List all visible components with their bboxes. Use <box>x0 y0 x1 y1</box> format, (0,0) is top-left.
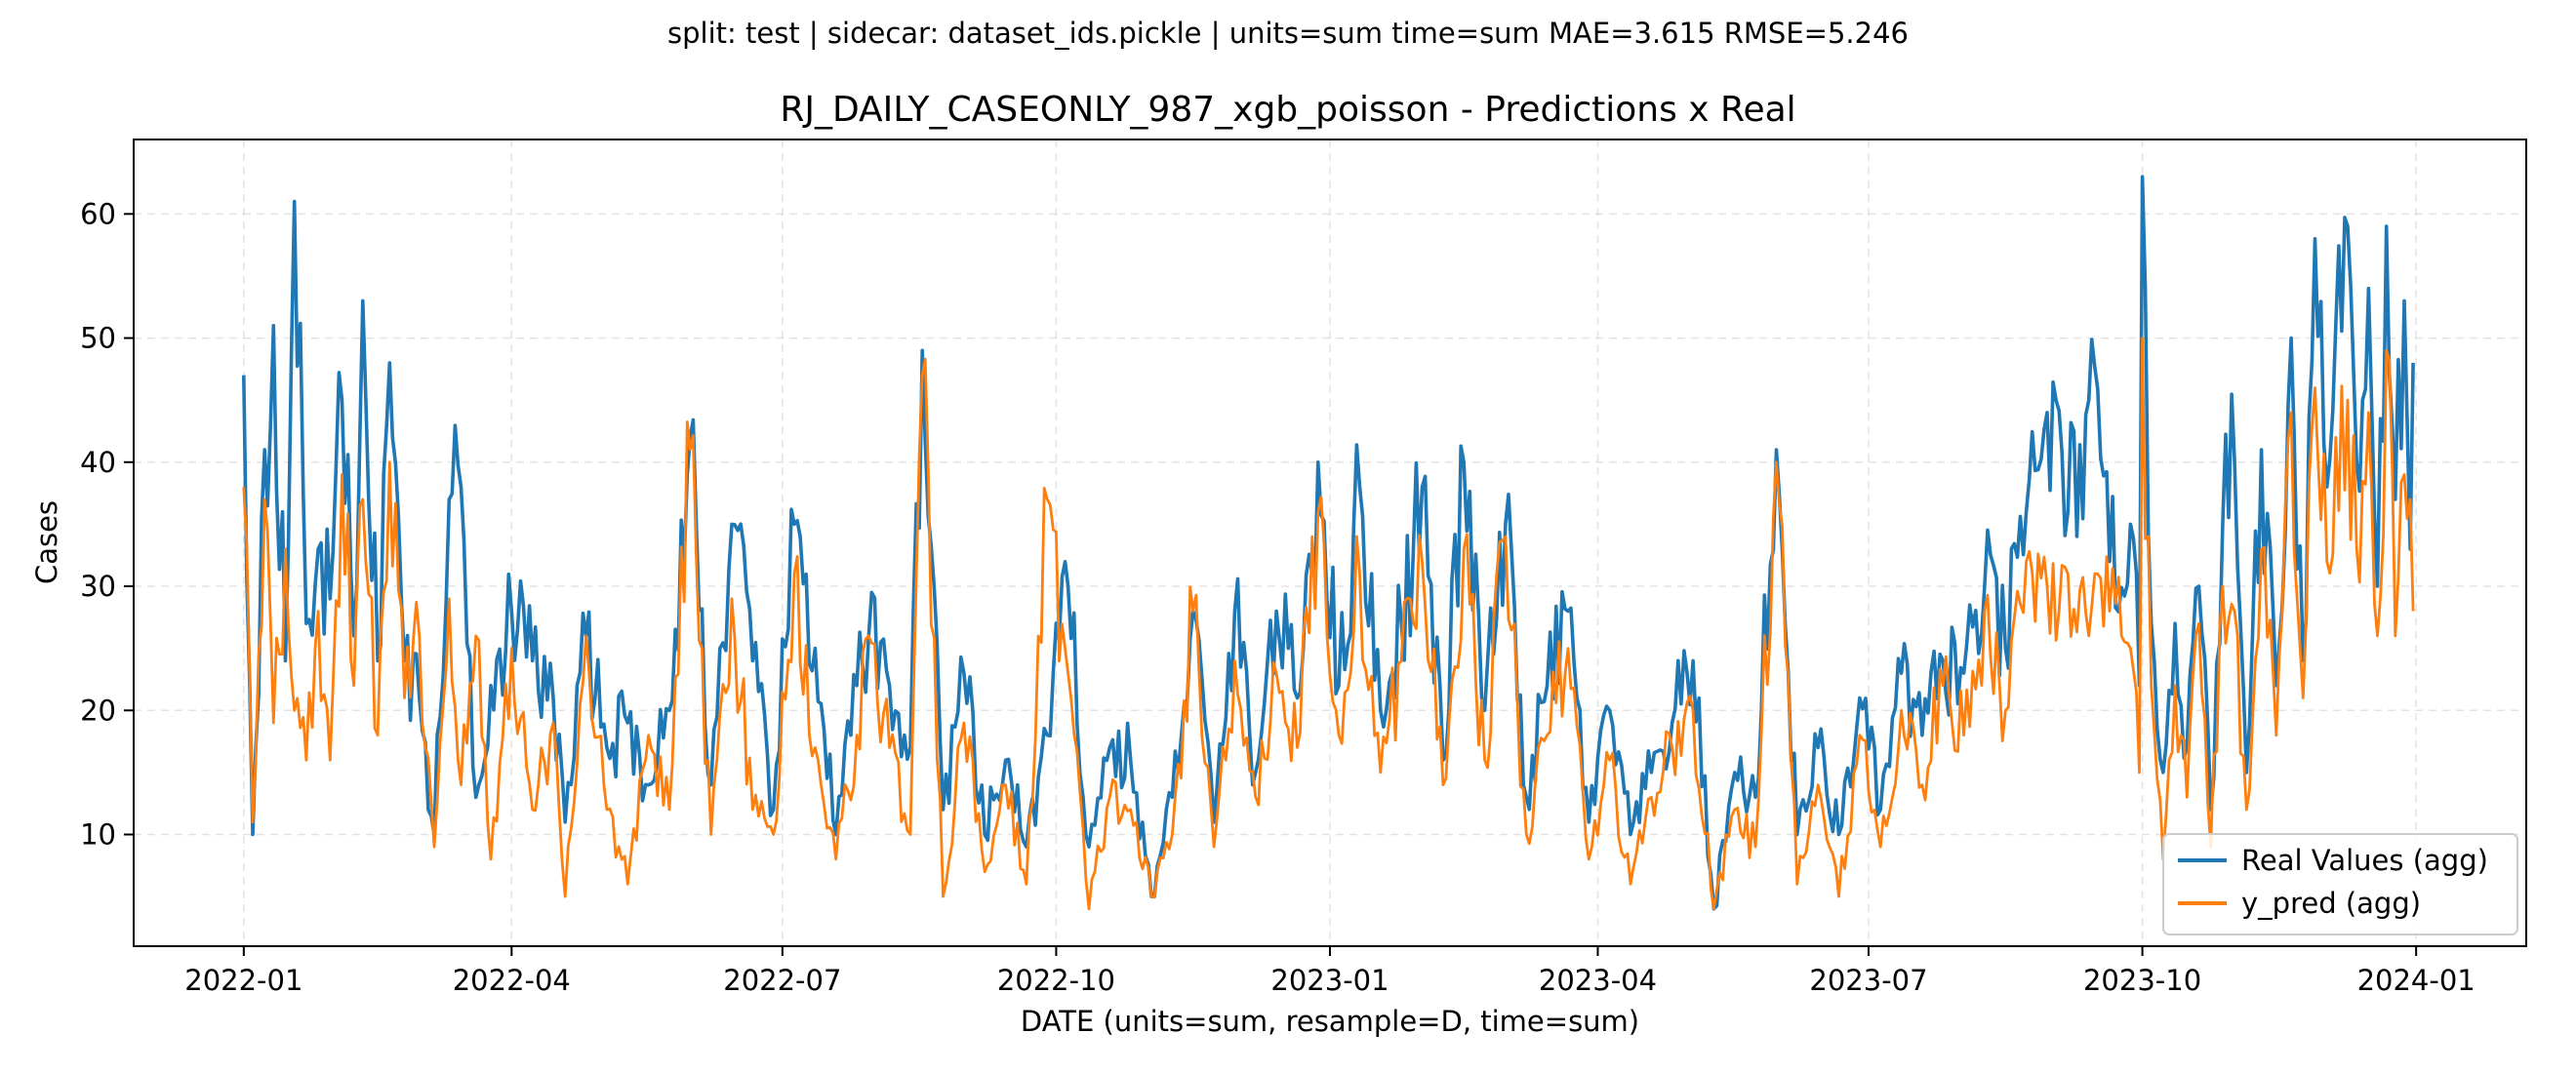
x-tick-label: 2022-01 <box>184 964 302 997</box>
y-tick-label: 20 <box>80 694 116 727</box>
y-tick-label: 10 <box>80 817 116 851</box>
series-layer <box>242 175 2415 911</box>
y-tick-label: 40 <box>80 446 116 479</box>
chart-suptitle: split: test | sidecar: dataset_ids.pickl… <box>667 17 1909 50</box>
chart-title: RJ_DAILY_CASEONLY_987_xgb_poisson - Pred… <box>780 90 1795 130</box>
x-tick-label: 2023-04 <box>1539 964 1657 997</box>
y-tick-label: 30 <box>80 570 116 603</box>
legend-label-real: Real Values (agg) <box>2241 844 2488 877</box>
x-axis-label: DATE (units=sum, resample=D, time=sum) <box>1021 1005 1639 1038</box>
legend: Real Values (agg) y_pred (agg) <box>2162 833 2518 935</box>
x-tick-label: 2023-01 <box>1270 964 1389 997</box>
x-tick-label: 2022-07 <box>723 964 841 997</box>
y-axis: 10 20 30 40 50 60 <box>80 197 134 851</box>
x-axis: 2022-01 2022-04 2022-07 2022-10 2023-01 2023-… <box>184 946 2475 997</box>
y-tick-label: 50 <box>80 322 116 355</box>
legend-label-pred: y_pred (agg) <box>2241 887 2421 920</box>
x-tick-label: 2022-10 <box>997 964 1115 997</box>
series-line-pred <box>242 337 2415 911</box>
x-tick-label: 2024-01 <box>2357 964 2475 997</box>
x-tick-label: 2022-04 <box>453 964 571 997</box>
x-tick-label: 2023-07 <box>1809 964 1927 997</box>
y-tick-label: 60 <box>80 197 116 230</box>
x-tick-label: 2023-10 <box>2083 964 2201 997</box>
legend-box <box>2162 833 2518 935</box>
y-axis-label: Cases <box>30 500 63 584</box>
series-line-real <box>242 175 2415 911</box>
